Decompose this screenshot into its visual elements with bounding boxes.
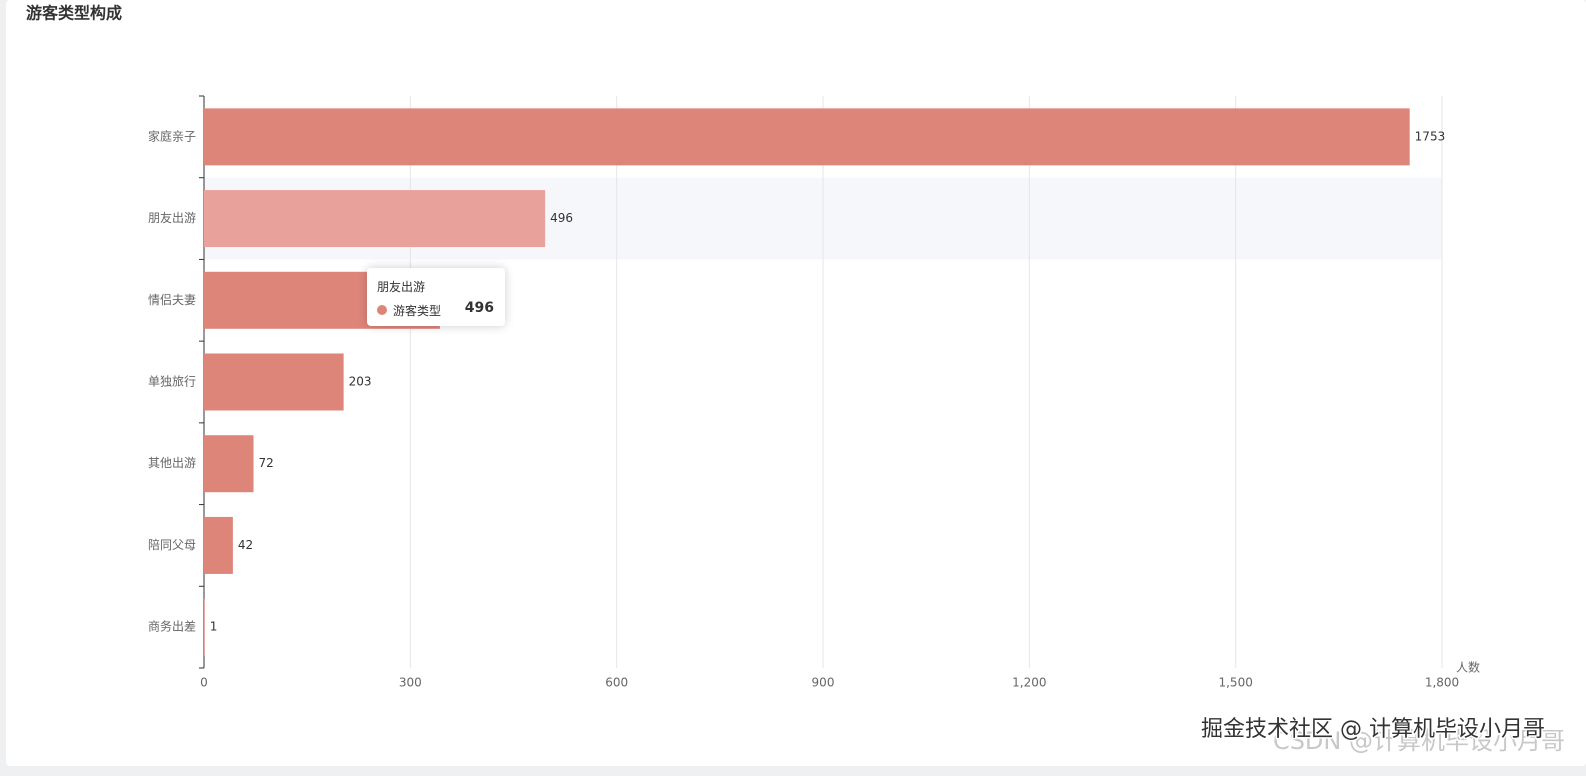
bar — [204, 516, 233, 574]
y-tick-label: 单独旅行 — [148, 375, 196, 389]
y-tick-label: 家庭亲子 — [148, 128, 196, 143]
tooltip: 朋友出游 游客类型 496 — [367, 268, 505, 326]
x-axis-label: 人数 — [1456, 660, 1480, 675]
watermark-faint: CSDN @计算机毕设小月哥 — [1273, 727, 1565, 755]
y-tick-label: 其他出游 — [148, 456, 196, 470]
y-tick-label: 情侣夫妻 — [148, 292, 196, 307]
x-tick-label: 1,500 — [1218, 676, 1252, 690]
bar — [204, 598, 205, 656]
y-tick-label: 商务出差 — [148, 619, 196, 634]
y-tick-label: 朋友出游 — [148, 211, 196, 225]
value-label: 1 — [210, 620, 218, 634]
tooltip-category: 朋友出游 — [377, 280, 426, 294]
value-label: 72 — [259, 456, 274, 470]
x-tick-label: 1,800 — [1425, 676, 1459, 690]
chart-title: 游客类型构成 — [26, 4, 122, 23]
watermark: 掘金技术社区 @ 计算机毕设小月哥 — [1201, 717, 1545, 742]
tooltip-marker — [377, 305, 387, 315]
x-tick-label: 1,200 — [1012, 676, 1046, 690]
x-tick-label: 0 — [200, 676, 208, 690]
value-label: 203 — [349, 375, 372, 389]
value-label: 496 — [550, 211, 573, 225]
bar — [204, 108, 1410, 166]
x-tick-label: 900 — [812, 676, 835, 690]
bar — [204, 190, 546, 248]
value-label: 42 — [238, 538, 253, 552]
x-tick-label: 300 — [399, 676, 422, 690]
value-label: 1753 — [1415, 129, 1446, 143]
bar — [204, 353, 344, 411]
x-tick-label: 600 — [605, 676, 628, 690]
tooltip-value: 496 — [464, 300, 494, 316]
bar — [204, 435, 254, 493]
y-tick-label: 陪同父母 — [148, 537, 196, 552]
tooltip-series: 游客类型 — [393, 304, 442, 318]
